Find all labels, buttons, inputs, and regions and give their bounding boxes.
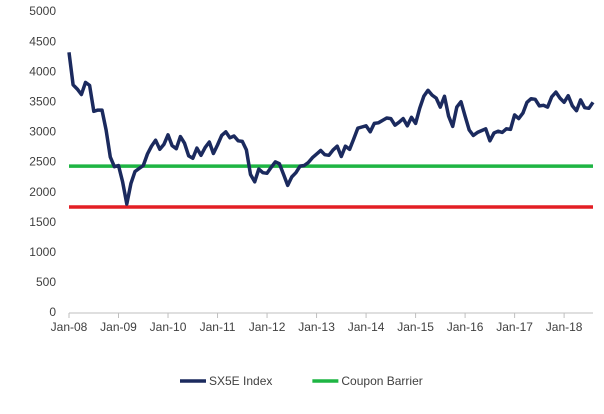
y-tick-label: 5000 bbox=[29, 4, 56, 18]
x-tick-label: Jan-16 bbox=[447, 320, 484, 334]
legend-label: Coupon Barrier bbox=[341, 374, 422, 388]
x-tick-label: Jan-09 bbox=[100, 320, 137, 334]
y-tick-label: 2000 bbox=[29, 185, 56, 199]
y-tick-label: 500 bbox=[36, 275, 56, 289]
y-tick-label: 3500 bbox=[29, 94, 56, 108]
y-tick-label: 4000 bbox=[29, 64, 56, 78]
series-line bbox=[67, 52, 595, 206]
y-tick-label: 3000 bbox=[29, 125, 56, 139]
x-tick-label: Jan-11 bbox=[200, 320, 236, 334]
y-tick-label: 4500 bbox=[29, 34, 56, 48]
y-tick-label: 0 bbox=[49, 305, 56, 319]
legend-label: SX5E Index bbox=[209, 374, 272, 388]
x-tick-label: Jan-10 bbox=[150, 320, 187, 334]
x-tick-label: Jan-14 bbox=[348, 320, 385, 334]
x-tick-label: Jan-08 bbox=[51, 320, 88, 334]
y-tick-label: 1000 bbox=[29, 245, 56, 259]
y-tick-label: 1500 bbox=[29, 215, 56, 229]
x-tick-label: Jan-12 bbox=[249, 320, 286, 334]
y-tick-label: 2500 bbox=[29, 155, 56, 169]
x-tick-label: Jan-13 bbox=[298, 320, 335, 334]
x-tick-label: Jan-15 bbox=[397, 320, 434, 334]
x-tick-label: Jan-17 bbox=[496, 320, 533, 334]
x-tick-label: Jan-18 bbox=[546, 320, 583, 334]
